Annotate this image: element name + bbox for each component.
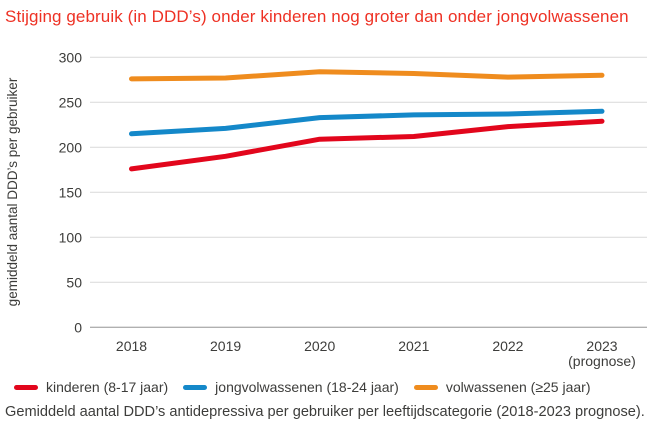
legend-swatch-volwassenen (413, 384, 438, 390)
legend-item-volwassenen: volwassenen (≥25 jaar) (413, 379, 591, 395)
x-tick-label: 2023 (prognose) (568, 338, 636, 369)
y-tick-label: 300 (59, 49, 83, 65)
y-tick-label: 0 (74, 319, 82, 335)
legend-item-jongvolwassenen: jongvolwassenen (18-24 jaar) (183, 379, 399, 395)
chart-title: Stijging gebruik (in DDD’s) onder kinder… (5, 7, 629, 26)
y-tick-label: 150 (59, 184, 83, 200)
legend-label-jongvolwassenen: jongvolwassenen (18-24 jaar) (215, 379, 399, 395)
x-tick-label: 2019 (210, 338, 241, 354)
legend-label-volwassenen: volwassenen (≥25 jaar) (445, 379, 591, 395)
line-chart: 0 50 100 150 200 250 300 2018 2019 2020 2021 2022 20… (0, 45, 658, 375)
chart-caption: Gemiddeld aantal DDD’s antidepressiva pe… (5, 404, 645, 420)
legend-label-kinderen: kinderen (8-17 jaar) (46, 379, 169, 395)
legend-swatch-kinderen (14, 384, 38, 390)
legend-item-kinderen: kinderen (8-17 jaar) (14, 379, 168, 395)
y-tick-label: 200 (59, 139, 83, 155)
x-tick-label: 2022 (492, 338, 523, 354)
x-tick-label: 2018 (116, 338, 147, 354)
chart-canvas: 0 50 100 150 200 250 300 2018 2019 2020 2021 2022 20… (5, 49, 647, 369)
legend: kinderen (8-17 jaar) jongvolwassenen (18… (14, 379, 654, 395)
series-line (129, 69, 605, 82)
series-line (129, 118, 605, 172)
x-tick-label: 2020 (304, 338, 335, 354)
series-line (129, 108, 605, 137)
y-axis-title: gemiddeld aantal DDD’s per gebruiker (5, 77, 20, 306)
legend-swatch-jongvolwassenen (183, 384, 208, 390)
x-tick-label: 2021 (398, 338, 429, 354)
y-tick-label: 250 (59, 94, 83, 110)
y-tick-label: 100 (59, 229, 83, 245)
y-tick-label: 50 (66, 274, 82, 290)
